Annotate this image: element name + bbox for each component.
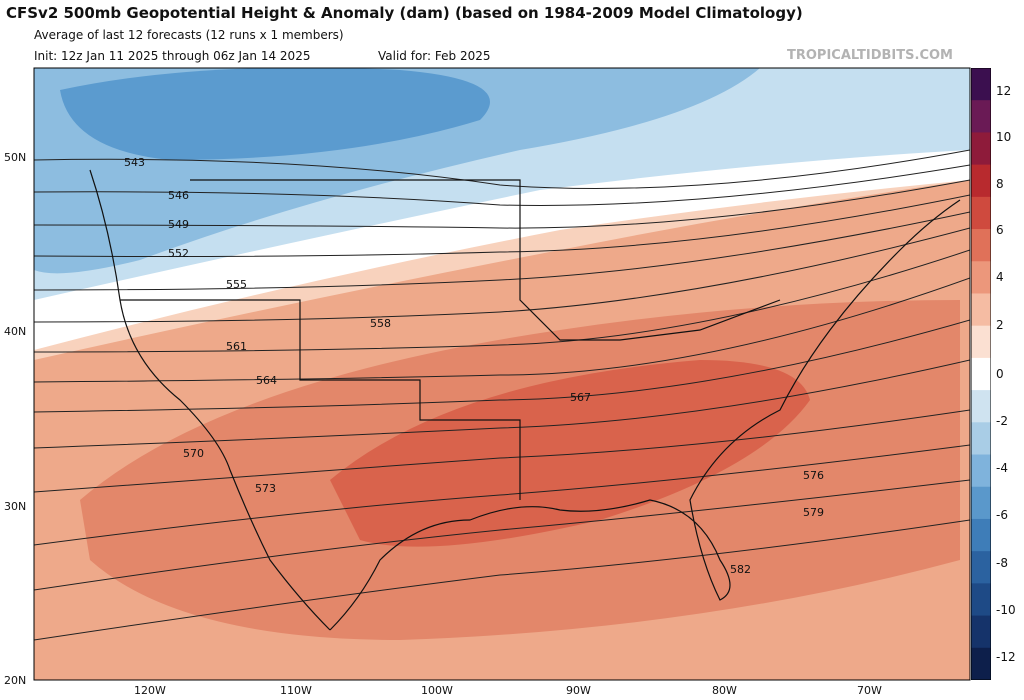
- colorbar-label: 12: [996, 84, 1012, 98]
- contour-label: 546: [168, 189, 189, 202]
- colorbar-label: -12: [996, 650, 1016, 664]
- anomaly-neg-strong: [60, 68, 490, 160]
- chart-subtitle: Average of last 12 forecasts (12 runs x …: [34, 28, 344, 42]
- colorbar-segment: [971, 647, 991, 680]
- lat-label: 50N: [4, 151, 27, 164]
- contour-label: 567: [570, 391, 591, 404]
- colorbar-segment: [971, 261, 991, 294]
- colorbar-segment: [971, 551, 991, 584]
- colorbar-segment: [971, 325, 991, 359]
- chart-title: CFSv2 500mb Geopotential Height & Anomal…: [6, 4, 803, 22]
- coastlines-borders: [89, 169, 961, 631]
- colorbar-segment: [971, 196, 991, 230]
- colorbar-segment: [971, 422, 991, 456]
- colorbar-segment: [971, 486, 991, 520]
- colorbar-label: 0: [996, 367, 1004, 381]
- colorbar-label: 8: [996, 177, 1004, 191]
- lon-label: 90W: [566, 684, 591, 697]
- colorbar-label: 6: [996, 223, 1004, 237]
- contour-label: 549: [168, 218, 189, 231]
- colorbar-segment: [971, 583, 991, 617]
- lon-label: 70W: [857, 684, 882, 697]
- contour-label: 576: [803, 469, 824, 482]
- colorbar-segment: [971, 68, 991, 101]
- contour-label: 564: [256, 374, 277, 387]
- source-watermark: TROPICALTIDBITS.COM: [787, 48, 953, 63]
- lat-label: 20N: [4, 674, 27, 687]
- colorbar-label: 10: [996, 130, 1012, 144]
- colorbar-label: -2: [996, 414, 1008, 428]
- anomaly-pos-max: [330, 360, 810, 547]
- contour-label: 579: [803, 506, 824, 519]
- height-contours: [34, 149, 970, 641]
- contour-label: 573: [255, 482, 276, 495]
- colorbar-segment: [971, 229, 991, 262]
- lon-label: 120W: [134, 684, 166, 697]
- colorbar-segment: [971, 357, 991, 391]
- contour-label: 558: [370, 317, 391, 330]
- colorbar-label: -8: [996, 556, 1008, 570]
- colorbar-segment: [971, 132, 991, 166]
- valid-text: Valid for: Feb 2025: [378, 49, 491, 63]
- map-frame: [33, 67, 971, 681]
- lon-label: 80W: [712, 684, 737, 697]
- colorbar-label: -6: [996, 508, 1008, 522]
- colorbar-segment: [971, 100, 991, 133]
- map-area: [34, 68, 970, 680]
- contour-label: 555: [226, 278, 247, 291]
- colorbar-label: -10: [996, 603, 1016, 617]
- colorbar-label: 2: [996, 318, 1004, 332]
- anomaly-colorbar: [971, 68, 991, 680]
- colorbar-label: -4: [996, 461, 1008, 475]
- colorbar-segment: [971, 293, 991, 327]
- colorbar-segment: [971, 518, 991, 552]
- contour-label: 582: [730, 563, 751, 576]
- contour-label: 570: [183, 447, 204, 460]
- contour-label: 543: [124, 156, 145, 169]
- lon-label: 100W: [421, 684, 453, 697]
- colorbar-segment: [971, 390, 991, 423]
- colorbar-label: 4: [996, 270, 1004, 284]
- init-text: Init: 12z Jan 11 2025 through 06z Jan 14…: [34, 49, 311, 63]
- lon-label: 110W: [280, 684, 312, 697]
- contour-label: 561: [226, 340, 247, 353]
- colorbar-segment: [971, 164, 991, 198]
- colorbar-segment: [971, 615, 991, 649]
- contour-label: 552: [168, 247, 189, 260]
- lat-label: 40N: [4, 325, 27, 338]
- lat-label: 30N: [4, 500, 27, 513]
- colorbar-segment: [971, 454, 991, 488]
